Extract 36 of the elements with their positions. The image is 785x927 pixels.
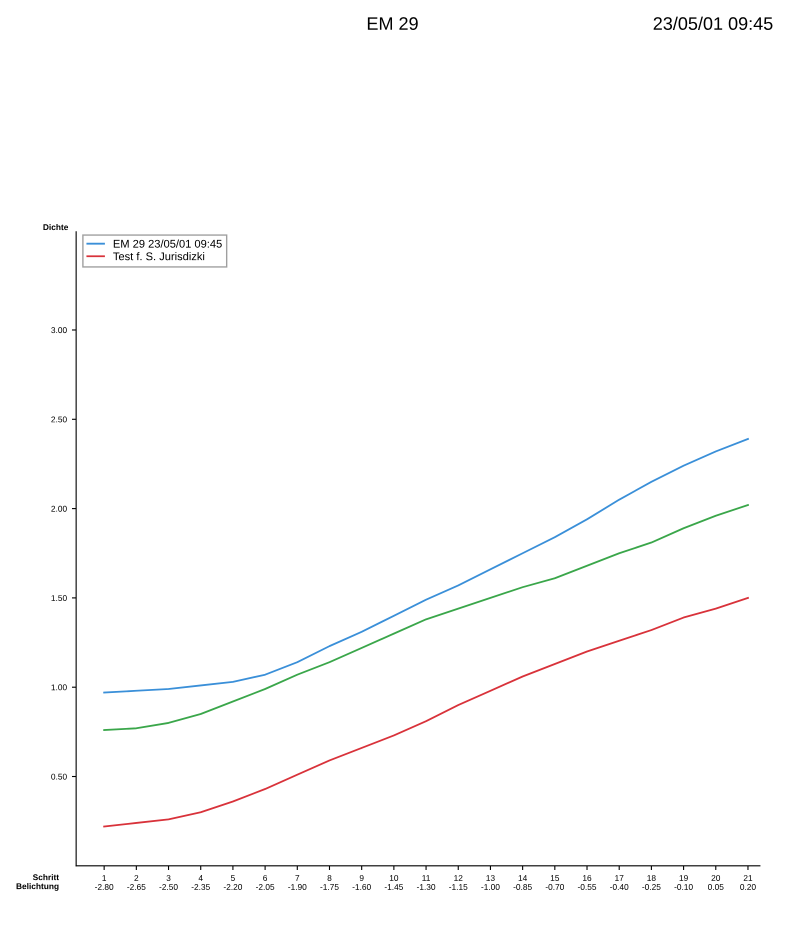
x-tick-label: 8 -1.75 <box>320 875 339 890</box>
legend-label: Test f. S. Jurisdizki <box>113 252 204 260</box>
x-tick-label: 21 0.20 <box>740 875 756 890</box>
legend-label: EM 29 23/05/01 09:45 <box>114 240 222 248</box>
x-tick-label: 16 -0.55 <box>578 875 596 890</box>
x-tick-label: 15 -0.70 <box>546 875 564 890</box>
chart-title: EM 29 <box>368 17 418 30</box>
x-tick-label: 2 -2.65 <box>127 875 146 890</box>
y-axis-title: Dichte <box>43 224 68 230</box>
x-tick-label: 10 -1.45 <box>384 875 404 890</box>
x-tick-label: 6 -2.05 <box>256 875 274 890</box>
line-series <box>103 504 749 731</box>
x-tick-label: 18 -0.25 <box>642 875 661 890</box>
y-tick-label: 1.00 <box>52 684 67 690</box>
x-tick-label: 12 -1.15 <box>449 875 468 890</box>
x-tick-label: 3 -2.50 <box>159 875 178 890</box>
x-tick-label: 14 -0.85 <box>514 875 532 890</box>
y-tick-label: 1.50 <box>52 595 67 602</box>
y-tick-label: 0.50 <box>51 774 67 780</box>
x-tick-label: 11 -1.30 <box>416 875 436 890</box>
y-tick-label: 2.50 <box>51 416 67 422</box>
x-tick-label: 13 -1.00 <box>481 875 500 890</box>
y-tick-label: 3.00 <box>51 327 67 334</box>
x-tick-label: 19 -0.10 <box>674 875 693 890</box>
line-series <box>103 438 749 694</box>
x-axis-title: Schritt Belichtung <box>16 874 59 891</box>
y-tick-label: 2.00 <box>51 506 67 512</box>
x-tick-label: 7 -1.90 <box>288 875 306 890</box>
x-tick-label: 4 -2.35 <box>192 875 210 890</box>
x-tick-label: 1 -2.80 <box>95 875 114 890</box>
x-tick-label: 9 -1.60 <box>352 875 371 890</box>
line-series <box>103 596 749 828</box>
x-tick-label: 20 0.05 <box>708 875 724 890</box>
x-tick-label: 5 -2.20 <box>224 875 242 890</box>
x-tick-label: 17 -0.40 <box>610 875 628 890</box>
chart-subtitle: 23/05/01 09:45 <box>654 16 772 30</box>
